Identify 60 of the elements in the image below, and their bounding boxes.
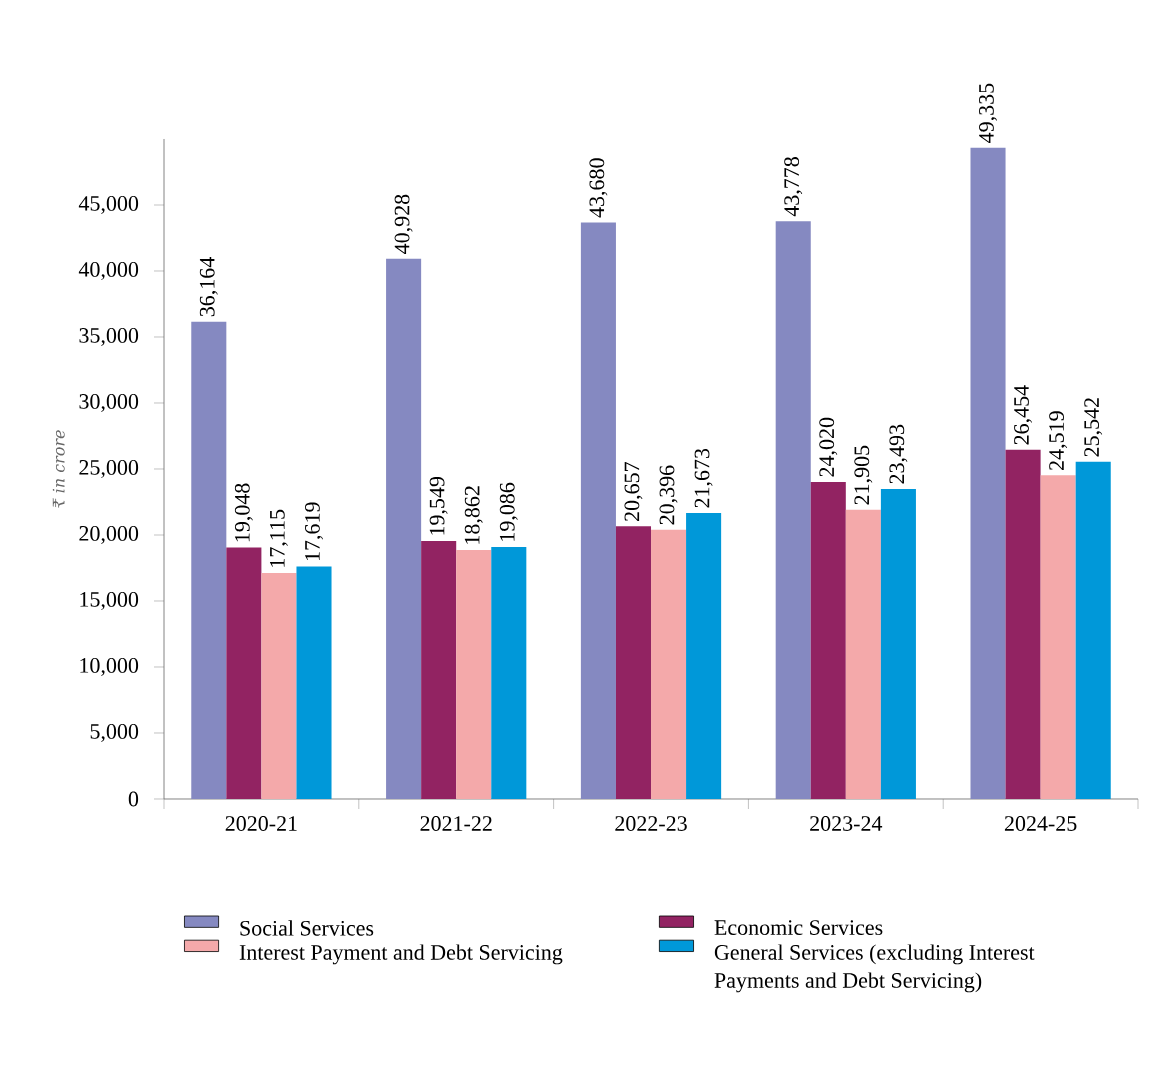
bar [491, 547, 527, 799]
y-tick-label: 45,000 [78, 196, 139, 215]
data-label: 19,086 [499, 482, 518, 541]
data-label: 49,335 [979, 83, 997, 143]
y-tick-label: 0 [128, 791, 139, 807]
data-label: 43,680 [589, 158, 608, 218]
bar [191, 321, 227, 799]
x-tick-label: 2021-22 [420, 816, 492, 831]
data-label: 40,928 [394, 194, 413, 254]
legend-label: Interest Payment and Debt Servicing [239, 944, 563, 965]
data-label: 43,778 [784, 157, 803, 217]
legend-label: Social Services [240, 920, 374, 936]
y-tick-label: 30,000 [79, 394, 139, 413]
data-label: 26,454 [1014, 385, 1033, 445]
data-label: 21,905 [854, 445, 873, 505]
x-tick-label: 2020-21 [225, 816, 297, 831]
y-tick-label: 40,000 [78, 262, 139, 281]
data-label: 24,519 [1049, 411, 1068, 470]
y-tick-label: 35,000 [79, 328, 139, 347]
y-tick-label: 20,000 [79, 526, 139, 545]
bar [615, 526, 652, 799]
bar [296, 566, 332, 799]
x-tick-label: 2023-24 [810, 816, 883, 831]
bar [810, 481, 846, 799]
data-label: 17,619 [305, 502, 323, 561]
bar [226, 547, 262, 799]
data-label: 25,542 [1084, 398, 1103, 457]
bar [1075, 461, 1111, 799]
y-tick-label: 5,000 [90, 724, 139, 743]
bar [686, 512, 722, 799]
y-tick-label: 25,000 [79, 460, 139, 479]
bar [421, 540, 457, 799]
bar [970, 147, 1006, 799]
data-label: 20,396 [659, 465, 678, 525]
legend-label: Economic Services [714, 920, 883, 935]
data-label: 19,549 [429, 476, 448, 535]
bar [775, 221, 811, 799]
data-label: 24,020 [819, 417, 838, 477]
y-tick-label: 15,000 [80, 592, 139, 611]
legend-label: General Services (excluding Interest Payments and Debt Servicing) [714, 944, 1035, 993]
bar [651, 529, 687, 799]
y-axis-title: ₹ in crore [52, 430, 65, 508]
bar [1040, 475, 1076, 799]
bar [261, 573, 297, 799]
data-label: 23,493 [889, 424, 908, 484]
data-label: 21,673 [694, 448, 713, 508]
y-tick-label: 10,000 [80, 658, 139, 677]
data-label: 19,048 [234, 483, 253, 542]
bar [456, 550, 492, 799]
data-label: 36,164 [199, 257, 218, 317]
bar [580, 222, 616, 799]
bar [1005, 449, 1041, 799]
x-tick-label: 2024-25 [1004, 816, 1077, 831]
data-label: 20,657 [624, 462, 643, 521]
bar [880, 488, 916, 799]
data-label: 17,115 [269, 509, 288, 567]
bar [386, 258, 422, 799]
bar [845, 509, 881, 799]
x-tick-label: 2022-23 [615, 816, 687, 831]
data-label: 18,862 [464, 486, 483, 544]
